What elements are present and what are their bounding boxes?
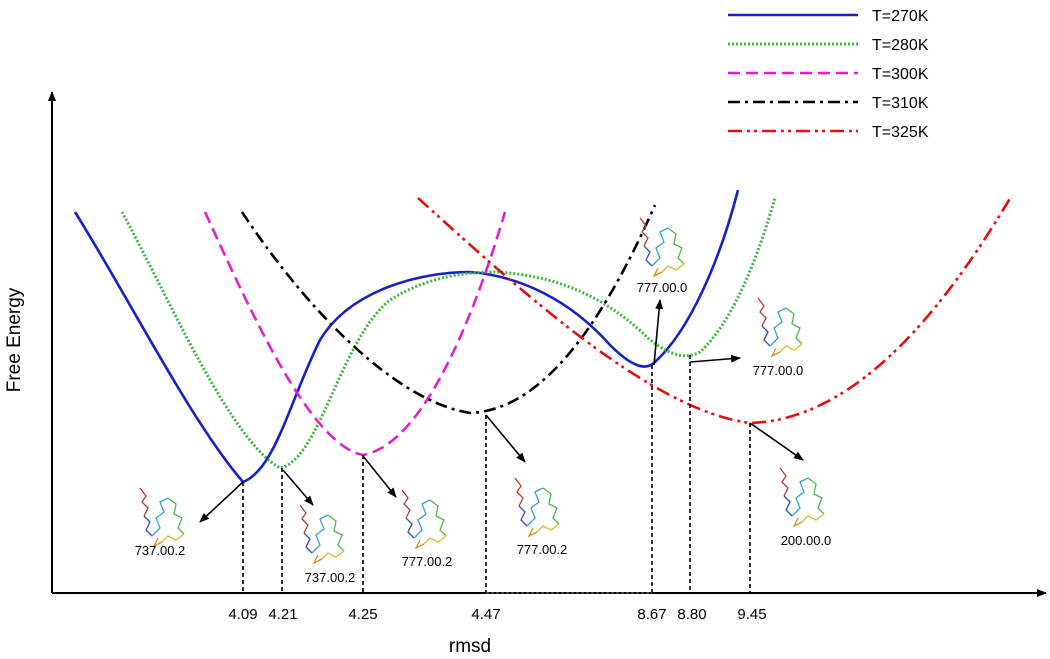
structure-label: 777.00.0 — [753, 363, 804, 378]
legend-label: T=280K — [872, 37, 929, 54]
curve-300k — [203, 211, 507, 457]
curve-325k — [417, 194, 1014, 425]
y-axis-label: Free Energy — [4, 287, 25, 392]
legend-label: T=310K — [872, 95, 929, 112]
curve-270k — [73, 189, 740, 484]
legend-label: T=270K — [872, 8, 929, 25]
curve-310k — [240, 204, 657, 415]
tick-label: 4.09 — [228, 606, 257, 623]
legend-label: T=300K — [872, 66, 929, 83]
tick-label: 8.67 — [637, 606, 666, 623]
structure-label: 777.00.0 — [637, 280, 688, 295]
tick-label: 4.25 — [348, 606, 377, 623]
tick-label: 4.21 — [268, 606, 297, 623]
arrows — [199, 299, 804, 523]
guides — [242, 355, 751, 594]
legend: T=270K T=280K T=300K T=310K T=325K — [728, 8, 929, 141]
structure-label: 737.00.2 — [135, 543, 186, 558]
structure-label: 200.00.0 — [781, 533, 832, 548]
x-axis-label: rmsd — [449, 636, 491, 657]
structure-label: 777.00.2 — [517, 542, 568, 557]
tick-label: 9.45 — [737, 606, 766, 623]
tick-label: 8.80 — [677, 606, 706, 623]
legend-label: T=325K — [872, 124, 929, 141]
tick-label: 4.47 — [471, 606, 500, 623]
curve-280k — [120, 197, 777, 470]
structure-label: 737.00.2 — [305, 570, 356, 585]
structure-label: 777.00.2 — [402, 554, 453, 569]
